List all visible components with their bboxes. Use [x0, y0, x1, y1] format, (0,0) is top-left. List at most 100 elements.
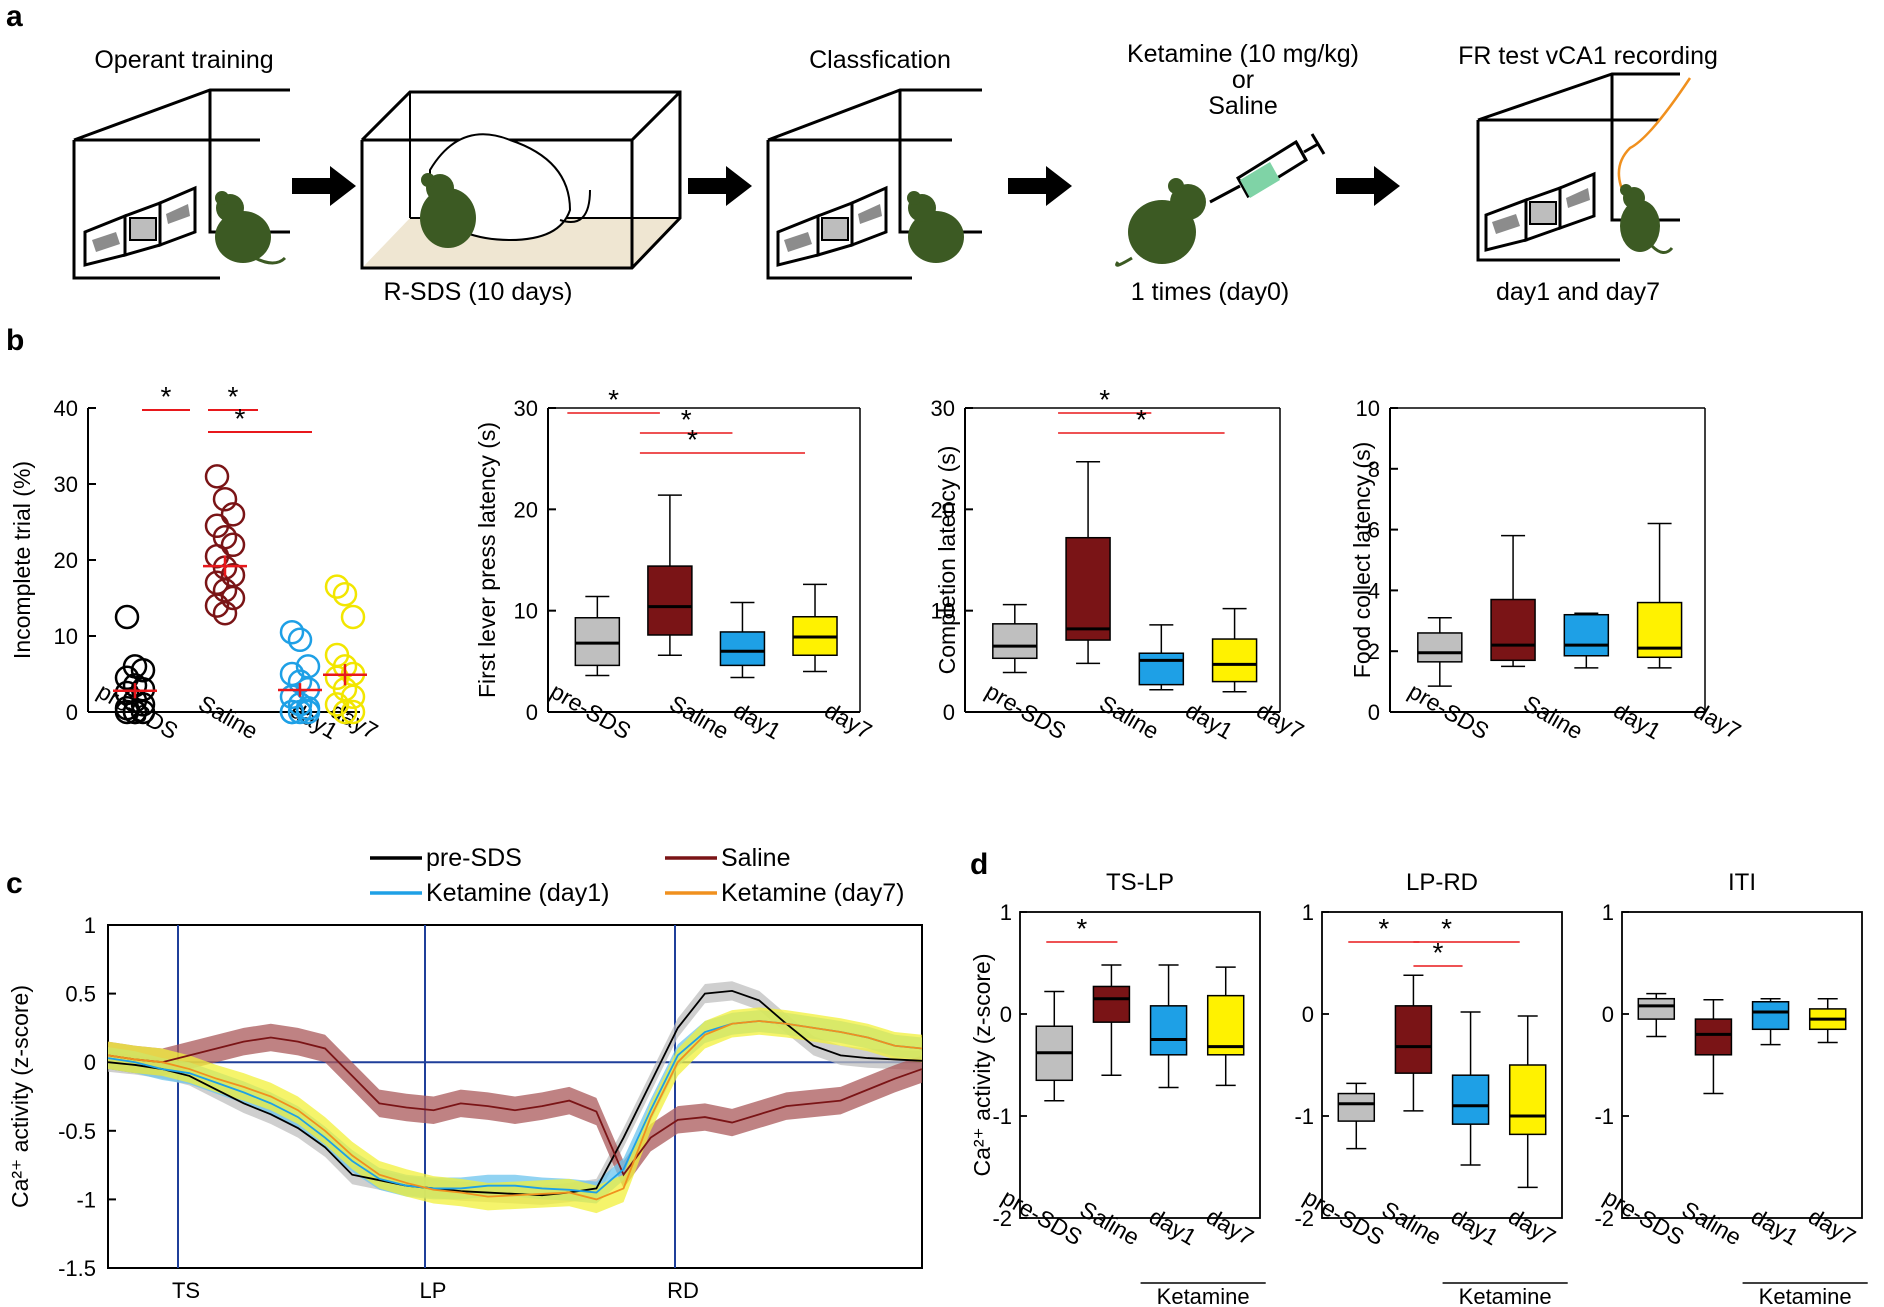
box	[1337, 1092, 1376, 1122]
y-axis-label: Food collect latency (s)	[1349, 442, 1375, 678]
step5-bottom-caption: day1 and day7	[1496, 278, 1660, 306]
y-tick-label: -1.5	[58, 1256, 96, 1281]
ketamine-group-label: Ketamine	[1157, 1284, 1250, 1307]
step5-caption: FR test vCA1 recording	[1458, 42, 1718, 70]
y-tick-label: 30	[54, 472, 78, 497]
series-line	[107, 1036, 923, 1177]
step3-caption: Classfication	[809, 46, 951, 74]
data-point	[295, 699, 321, 725]
data-point	[220, 585, 246, 611]
data-point	[204, 464, 230, 489]
box	[1206, 994, 1245, 1056]
event-label-lp: LP	[420, 1278, 447, 1303]
y-tick-label: 6	[1368, 518, 1380, 543]
y-tick-label: -2	[992, 1206, 1012, 1231]
significance-star: *	[1378, 913, 1389, 944]
y-tick-label: 8	[1368, 457, 1380, 482]
y-tick-label: 20	[54, 548, 78, 573]
arrow-icon	[688, 166, 752, 206]
legend-label: Ketamine (day1)	[426, 879, 609, 907]
data-point	[204, 593, 230, 618]
significance-star: *	[1136, 404, 1147, 435]
x-tick-label: Saline	[665, 690, 733, 744]
x-tick-label: day1	[1747, 1203, 1803, 1250]
y-tick-label: 30	[514, 396, 538, 421]
data-point	[340, 604, 366, 630]
operant-box-2	[766, 88, 982, 280]
x-tick-label: Saline	[1095, 690, 1163, 744]
box	[1417, 632, 1463, 663]
significance-star: *	[161, 381, 172, 412]
data-point	[130, 692, 156, 717]
x-tick-label: day7	[1804, 1203, 1860, 1250]
syringe-icon	[1209, 133, 1326, 204]
arrow-icon	[1008, 166, 1072, 206]
step4-bottom-caption: 1 times (day0)	[1131, 278, 1289, 306]
plot-frame	[1019, 911, 1261, 1219]
arrow-icon	[1336, 166, 1400, 206]
significance-star: *	[228, 381, 239, 412]
y-tick-label: -0.5	[58, 1119, 96, 1144]
y-tick-label: -1	[1594, 1104, 1614, 1129]
legend-label: Saline	[721, 844, 791, 872]
y-tick-label: 10	[514, 599, 538, 624]
data-point	[279, 684, 305, 710]
data-point	[212, 486, 238, 512]
panel-label-d: d	[970, 848, 988, 881]
event-label-rd: RD	[667, 1278, 699, 1303]
box	[647, 565, 693, 636]
data-point	[332, 699, 358, 725]
y-axis-label: Ca²⁺ activity (z-score)	[969, 954, 995, 1177]
panel-d-box-charts: Ca²⁺ activity (z-score)TS-LP-2-101pre-SD…	[969, 869, 1868, 1307]
significance-star: *	[1099, 384, 1110, 415]
y-tick-label: 0	[1602, 1002, 1614, 1027]
data-point	[130, 699, 156, 725]
significance-star: *	[1433, 937, 1444, 968]
y-tick-label: 0	[1368, 700, 1380, 725]
panel-label-c: c	[6, 867, 23, 900]
data-point	[324, 692, 350, 717]
box	[992, 623, 1038, 660]
box	[1149, 1005, 1188, 1056]
data-point	[279, 699, 305, 725]
box	[1694, 1018, 1733, 1056]
y-tick-label: 1	[1602, 900, 1614, 925]
recorded-mouse-icon	[1620, 184, 1674, 254]
legend-label: Ketamine (day7)	[721, 879, 904, 907]
event-label-ts: TS	[172, 1278, 200, 1303]
step4-caption-line3: Saline	[1208, 92, 1278, 120]
data-point	[279, 619, 305, 645]
y-tick-label: 20	[514, 497, 538, 522]
x-tick-label: Saline	[1519, 690, 1587, 744]
optic-fiber	[1617, 77, 1692, 199]
y-axis-label: Completion latency (s)	[934, 446, 960, 675]
x-tick-label: day7	[1689, 697, 1745, 744]
y-tick-label: 0	[1302, 1002, 1314, 1027]
y-tick-label: -1	[1294, 1104, 1314, 1129]
arrow-icon	[292, 166, 356, 206]
data-point	[114, 604, 140, 630]
data-point	[287, 627, 313, 653]
resident-mouse-icon	[420, 173, 476, 248]
data-point	[114, 699, 140, 725]
significance-star: *	[687, 424, 698, 455]
recording-box	[1476, 72, 1680, 262]
box	[1138, 652, 1185, 686]
box	[1751, 1001, 1790, 1031]
data-point	[122, 699, 148, 725]
plot-frame	[1321, 911, 1563, 1219]
data-point	[332, 581, 358, 607]
x-tick-label: day1	[1447, 1203, 1503, 1250]
box	[574, 617, 621, 667]
box	[1394, 1005, 1433, 1074]
step4-caption-line2: or	[1232, 66, 1254, 94]
y-tick-label: 0	[943, 700, 955, 725]
y-tick-label: -2	[1594, 1206, 1614, 1231]
